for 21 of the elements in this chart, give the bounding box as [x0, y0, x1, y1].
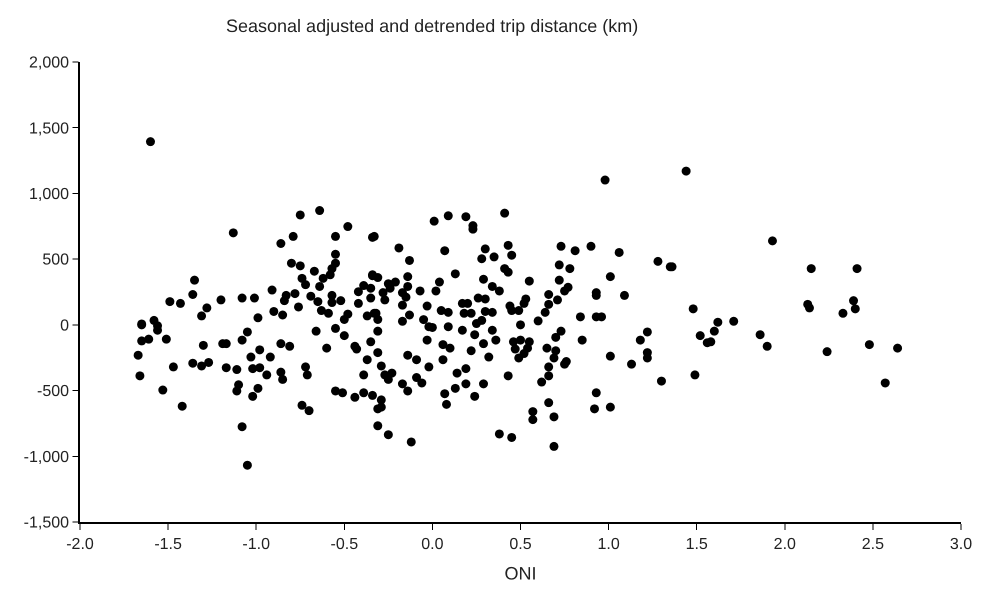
y-tick-label: -1,500 — [24, 514, 70, 532]
x-tick-label: 0.0 — [421, 536, 444, 553]
y-tick-label: 500 — [42, 252, 70, 269]
x-tick-label: 2.0 — [774, 536, 796, 553]
y-tick-label: 2,000 — [29, 54, 70, 72]
y-tick-label: -1,000 — [24, 448, 70, 466]
y-tick-label: -500 — [37, 383, 70, 400]
x-tick-label: 3.0 — [950, 536, 972, 553]
x-tick-label: 1.5 — [686, 536, 708, 553]
y-tick-label: 0 — [60, 317, 70, 334]
y-tick-label: 1,000 — [29, 186, 70, 204]
y-tick-label: 1,500 — [29, 120, 70, 138]
x-tick-label: 0.5 — [509, 536, 532, 553]
x-tick-label: -2.0 — [66, 536, 94, 553]
x-tick-label: 1.0 — [597, 536, 620, 553]
x-tick-label: 2.5 — [862, 536, 884, 553]
x-tick-label: -0.5 — [330, 536, 358, 553]
x-tick-label: -1.0 — [242, 536, 270, 553]
x-tick-label: -1.5 — [154, 536, 182, 553]
y-axis-title: Seasonal adjusted and detrended trip distance (km) — [226, 16, 638, 36]
x-axis-title: ONI — [504, 564, 537, 584]
